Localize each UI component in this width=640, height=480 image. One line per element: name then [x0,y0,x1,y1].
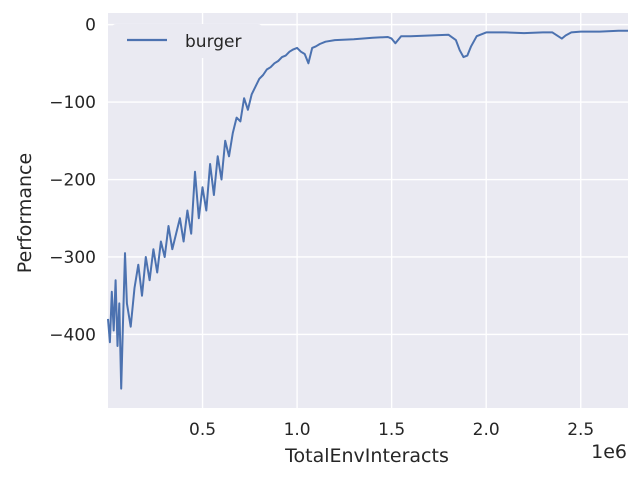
tick-labels: 0.5 1.0 1.5 2.0 2.5 0 −100 −200 −300 −400 [49,16,594,440]
x-tick-label: 0.5 [189,420,216,440]
y-axis-label: Performance [14,153,36,273]
y-tick-label: −200 [49,171,96,191]
x-tick-label: 1.5 [378,420,405,440]
y-tick-label: 0 [85,16,96,36]
plot-background [108,13,628,408]
y-tick-label: −300 [49,248,96,268]
x-tick-label: 2.0 [473,420,500,440]
y-tick-label: −100 [49,93,96,113]
legend-label-burger: burger [185,32,242,52]
series-line-burger [107,29,628,390]
x-axis-label: TotalEnvInteracts [284,445,449,467]
x-tick-label: 2.5 [567,420,594,440]
legend-box [112,24,262,58]
legend: burger [112,24,262,58]
x-tick-label: 1.0 [284,420,311,440]
y-tick-label: −400 [49,325,96,345]
x-axis-offset-label: 1e6 [591,441,627,463]
